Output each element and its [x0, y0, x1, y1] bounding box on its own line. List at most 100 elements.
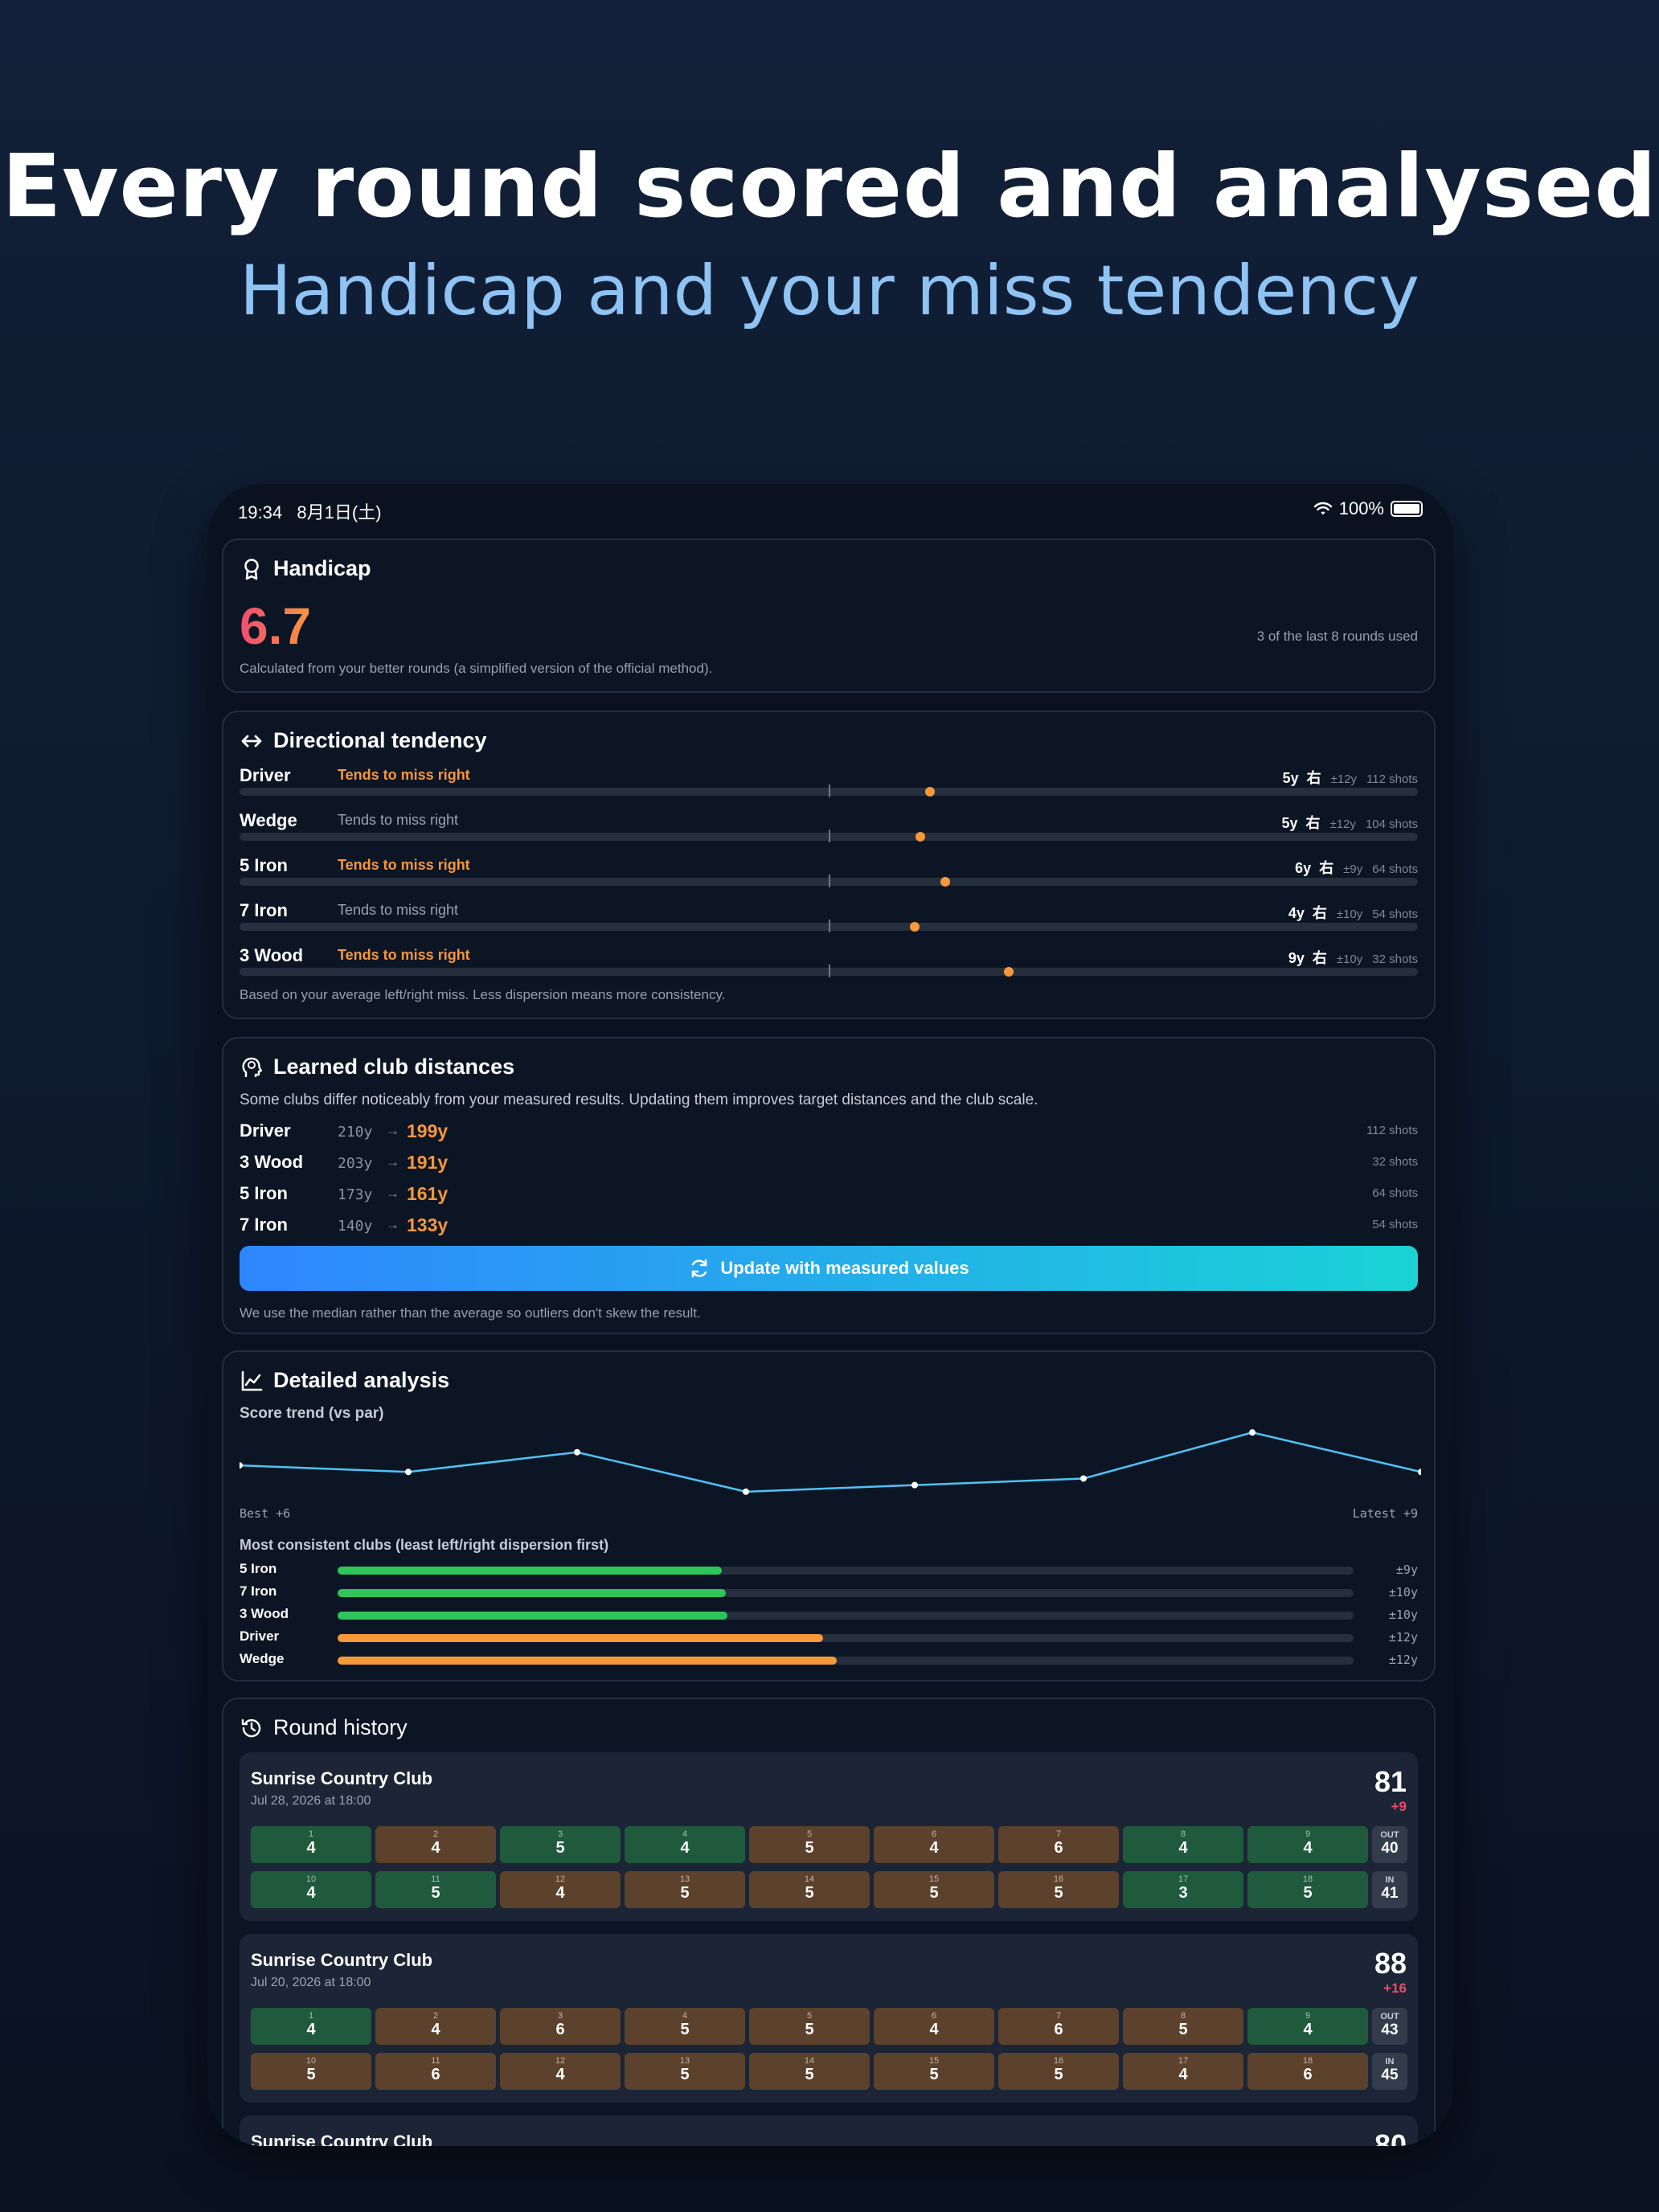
- best-label: Best +6: [240, 1506, 291, 1521]
- hole-number: 6: [931, 2011, 937, 2021]
- hole-number: 12: [555, 2056, 566, 2066]
- club-name: 3 Wood: [240, 1152, 304, 1172]
- hole-number: 11: [431, 2056, 440, 2066]
- hero-subtitle: Handicap and your miss tendency: [239, 251, 1420, 331]
- trend-point: [1249, 1429, 1256, 1436]
- club-name: 5 Iron: [240, 855, 288, 875]
- hole-score: 5: [680, 2066, 690, 2083]
- hole-score: 5: [805, 1884, 814, 1902]
- club-name: Driver: [240, 1628, 280, 1644]
- round-card[interactable]: Sunrise Country Club Jul 28, 2026 at 18:0…: [240, 1752, 1418, 1921]
- shot-count: 112 shots: [1366, 1124, 1418, 1137]
- status-time-date: 19:34 8月1日(土): [238, 498, 382, 524]
- hole-number: 14: [804, 1874, 815, 1884]
- round-date: Jul 28, 2026 at 18:00: [251, 1794, 371, 1808]
- analysis-title-text: Detailed analysis: [273, 1368, 450, 1392]
- round-card[interactable]: Sunrise Country Club Jul 20, 2026 at 18:0…: [240, 1934, 1418, 2103]
- round-total: 88: [1374, 1947, 1407, 1980]
- distance-row: 7 Iron 140y → 133y 54 shots: [240, 1215, 1418, 1243]
- miss-offset-value: 4y: [1288, 905, 1305, 921]
- hole-number: 13: [679, 1874, 690, 1884]
- hole-score: 5: [306, 2066, 316, 2083]
- hole-score: 4: [1178, 1839, 1188, 1857]
- miss-offset: 5y 右: [1282, 812, 1321, 833]
- hole-score: 5: [929, 2066, 939, 2083]
- hole-cell: 17 4: [1123, 2053, 1243, 2090]
- subtotal-label: IN: [1385, 1875, 1395, 1885]
- hole-number: 10: [305, 1874, 317, 1884]
- direction-stats: 4y 右 ±10y 54 shots: [1288, 902, 1418, 923]
- round-date: Jul 20, 2026 at 18:00: [251, 1976, 371, 1989]
- history-clock-icon: [241, 1718, 261, 1737]
- consistency-fill: [338, 1657, 837, 1665]
- subtotal-label: OUT: [1380, 1830, 1399, 1840]
- hole-number: 10: [305, 2056, 317, 2066]
- hole-number: 4: [682, 1829, 688, 1839]
- update-measured-button[interactable]: Update with measured values: [240, 1246, 1418, 1291]
- new-distance: 161y: [407, 1183, 449, 1204]
- consistency-fill: [338, 1612, 728, 1620]
- hole-score: 5: [1054, 1884, 1063, 1902]
- trend-point: [240, 1462, 243, 1469]
- dispersion-value: ±12y: [1329, 817, 1356, 831]
- hole-score: 5: [929, 1884, 939, 1902]
- hole-cell: 18 6: [1247, 2053, 1368, 2090]
- battery-icon: [1391, 501, 1423, 517]
- shot-count: 32 shots: [1372, 952, 1418, 966]
- consistency-track: [338, 1567, 1354, 1575]
- wifi-icon: [1313, 502, 1332, 515]
- hole-score: 3: [1178, 1884, 1188, 1902]
- distances-title: Learned club distances: [240, 1055, 514, 1079]
- tendency-text: Tends to miss right: [338, 857, 470, 873]
- tendency-text: Tends to miss right: [338, 767, 470, 783]
- consistency-row: 5 Iron ±9y: [240, 1561, 1418, 1582]
- hole-cell: 16 5: [998, 1871, 1119, 1908]
- subtotal-cell: IN 45: [1372, 2053, 1407, 2090]
- hole-cell: 15 5: [874, 1871, 994, 1908]
- center-marker: [829, 784, 830, 797]
- miss-offset: 5y 右: [1283, 767, 1321, 788]
- hole-cell: 12 4: [500, 2053, 621, 2090]
- hole-number: 17: [1178, 1874, 1189, 1884]
- tendency-text: Tends to miss right: [338, 812, 459, 828]
- round-over-par: +16: [1383, 1981, 1407, 1996]
- hole-number: 4: [682, 2011, 688, 2021]
- miss-direction: 右: [1306, 770, 1321, 786]
- miss-dot: [940, 877, 951, 887]
- subtotal-cell: IN 41: [1372, 1871, 1407, 1908]
- miss-dot: [1004, 967, 1014, 977]
- hole-score: 6: [1054, 2021, 1063, 2038]
- hole-score: 4: [555, 2066, 565, 2083]
- status-time: 19:34: [238, 502, 283, 522]
- hole-number: 15: [928, 1874, 940, 1884]
- center-marker: [829, 965, 830, 977]
- hole-number: 8: [1180, 2011, 1186, 2021]
- club-name: Driver: [240, 1120, 291, 1141]
- dispersion-value: ±10y: [1336, 907, 1363, 921]
- tablet-device: 19:34 8月1日(土) 100% Handicap: [207, 484, 1453, 2146]
- hole-score: 6: [555, 2021, 565, 2038]
- distances-title-text: Learned club distances: [273, 1055, 515, 1079]
- hole-number: 15: [928, 2056, 940, 2066]
- hole-number: 14: [804, 2056, 815, 2066]
- hole-score: 4: [306, 1884, 316, 1902]
- hole-cell: 13 5: [625, 1871, 745, 1908]
- direction-stats: 5y 右 ±12y 104 shots: [1282, 812, 1419, 833]
- round-total: 81: [1374, 1765, 1407, 1798]
- miss-offset: 4y 右: [1288, 902, 1327, 923]
- old-distance: 173y: [338, 1186, 373, 1203]
- round-card-peek[interactable]: Sunrise Country Club 80: [240, 2116, 1418, 2146]
- subtotal-score: 43: [1381, 2022, 1399, 2038]
- hole-score: 5: [805, 2021, 814, 2038]
- hole-number: 2: [432, 2011, 439, 2021]
- hole-number: 5: [806, 2011, 813, 2021]
- hole-score: 6: [1303, 2066, 1313, 2083]
- miss-dot: [916, 832, 926, 842]
